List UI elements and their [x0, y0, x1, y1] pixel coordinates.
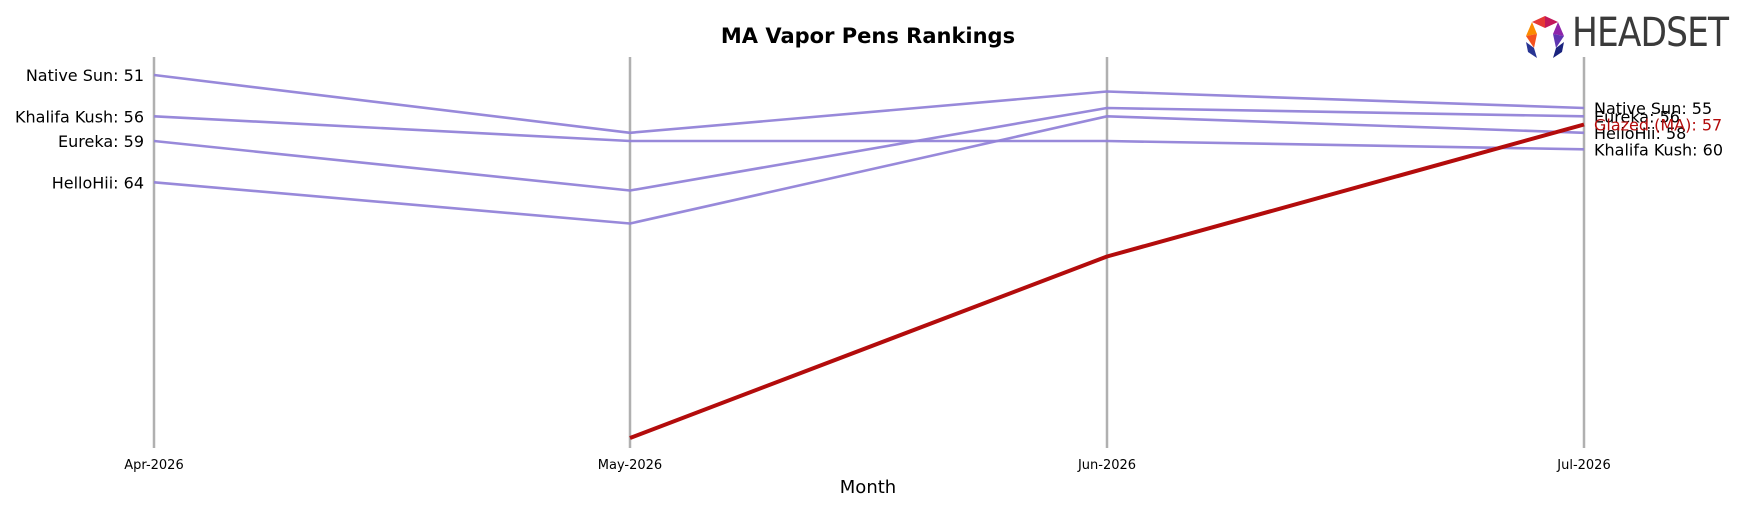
end-label-native-sun: Native Sun: 55 — [1594, 99, 1712, 118]
series-line-hellohii — [153, 115, 1585, 225]
x-tick-label: Jul-2026 — [1556, 458, 1610, 473]
end-label-eureka: Eureka: 56 — [1594, 107, 1680, 126]
end-label-hellohii: HelloHii: 58 — [1594, 124, 1686, 143]
series-labels: Native Sun: 51 Native Sun: 55 Khalifa Kush… — [15, 66, 1723, 192]
end-label-khalifa-kush: Khalifa Kush: 60 — [1594, 140, 1723, 159]
chart-title: MA Vapor Pens Rankings — [721, 24, 1015, 48]
x-axis-ticks: Apr-2026 May-2026 Jun-2026 Jul-2026 — [124, 458, 1610, 473]
start-label-hellohii: HelloHii: 64 — [52, 173, 144, 192]
x-axis-label: Month — [840, 477, 896, 498]
x-tick-label: Jun-2026 — [1077, 458, 1136, 473]
series-line-khalifa-kush — [153, 115, 1585, 151]
start-label-khalifa-kush: Khalifa Kush: 56 — [15, 107, 144, 126]
headset-logo-text: HEADSET — [1572, 10, 1729, 56]
series-lines — [153, 73, 1585, 440]
series-line-eureka — [153, 106, 1585, 192]
series-line-native-sun — [153, 73, 1585, 135]
headset-logo: HEADSET — [1522, 10, 1754, 62]
headset-logo-icon — [1526, 16, 1564, 58]
series-line-glazed-ma — [629, 122, 1585, 440]
x-tick-label: Apr-2026 — [124, 458, 183, 473]
end-label-glazed-ma: Glazed (MA): 57 — [1594, 116, 1722, 135]
start-label-eureka: Eureka: 59 — [58, 132, 144, 151]
x-tick-label: May-2026 — [598, 458, 662, 473]
vertical-gridlines — [152, 57, 1586, 448]
start-label-native-sun: Native Sun: 51 — [26, 66, 144, 85]
